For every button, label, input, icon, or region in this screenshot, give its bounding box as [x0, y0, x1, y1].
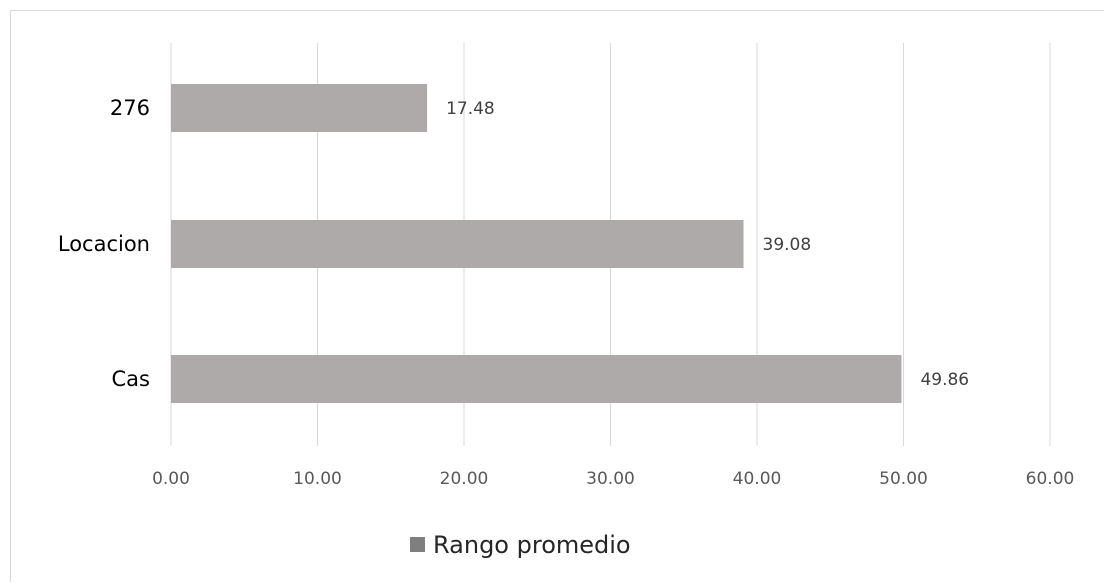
category-label: Cas — [112, 367, 150, 391]
bar — [171, 84, 428, 132]
data-label: 17.48 — [446, 99, 495, 119]
legend-label: Rango promedio — [433, 531, 631, 559]
x-tick-label: 40.00 — [733, 469, 782, 489]
x-tick-label: 0.00 — [152, 469, 190, 489]
chart-frame — [10, 10, 1104, 582]
x-tick-label: 10.00 — [293, 469, 342, 489]
legend-swatch — [410, 537, 425, 552]
data-label: 49.86 — [920, 370, 969, 390]
x-tick-label: 50.00 — [879, 469, 928, 489]
legend: Rango promedio — [410, 531, 631, 559]
x-tick-label: 60.00 — [1026, 469, 1075, 489]
x-tick-label: 30.00 — [586, 469, 635, 489]
bars — [171, 84, 902, 403]
labels: 0.00 10.00 20.00 30.00 40.00 50.00 60.00 276 17.… — [58, 96, 1074, 489]
bar — [171, 355, 902, 403]
category-label: Locacion — [58, 232, 150, 256]
bar — [171, 220, 744, 268]
data-label: 39.08 — [763, 235, 812, 255]
category-label: 276 — [110, 96, 150, 120]
x-tick-label: 20.00 — [440, 469, 489, 489]
